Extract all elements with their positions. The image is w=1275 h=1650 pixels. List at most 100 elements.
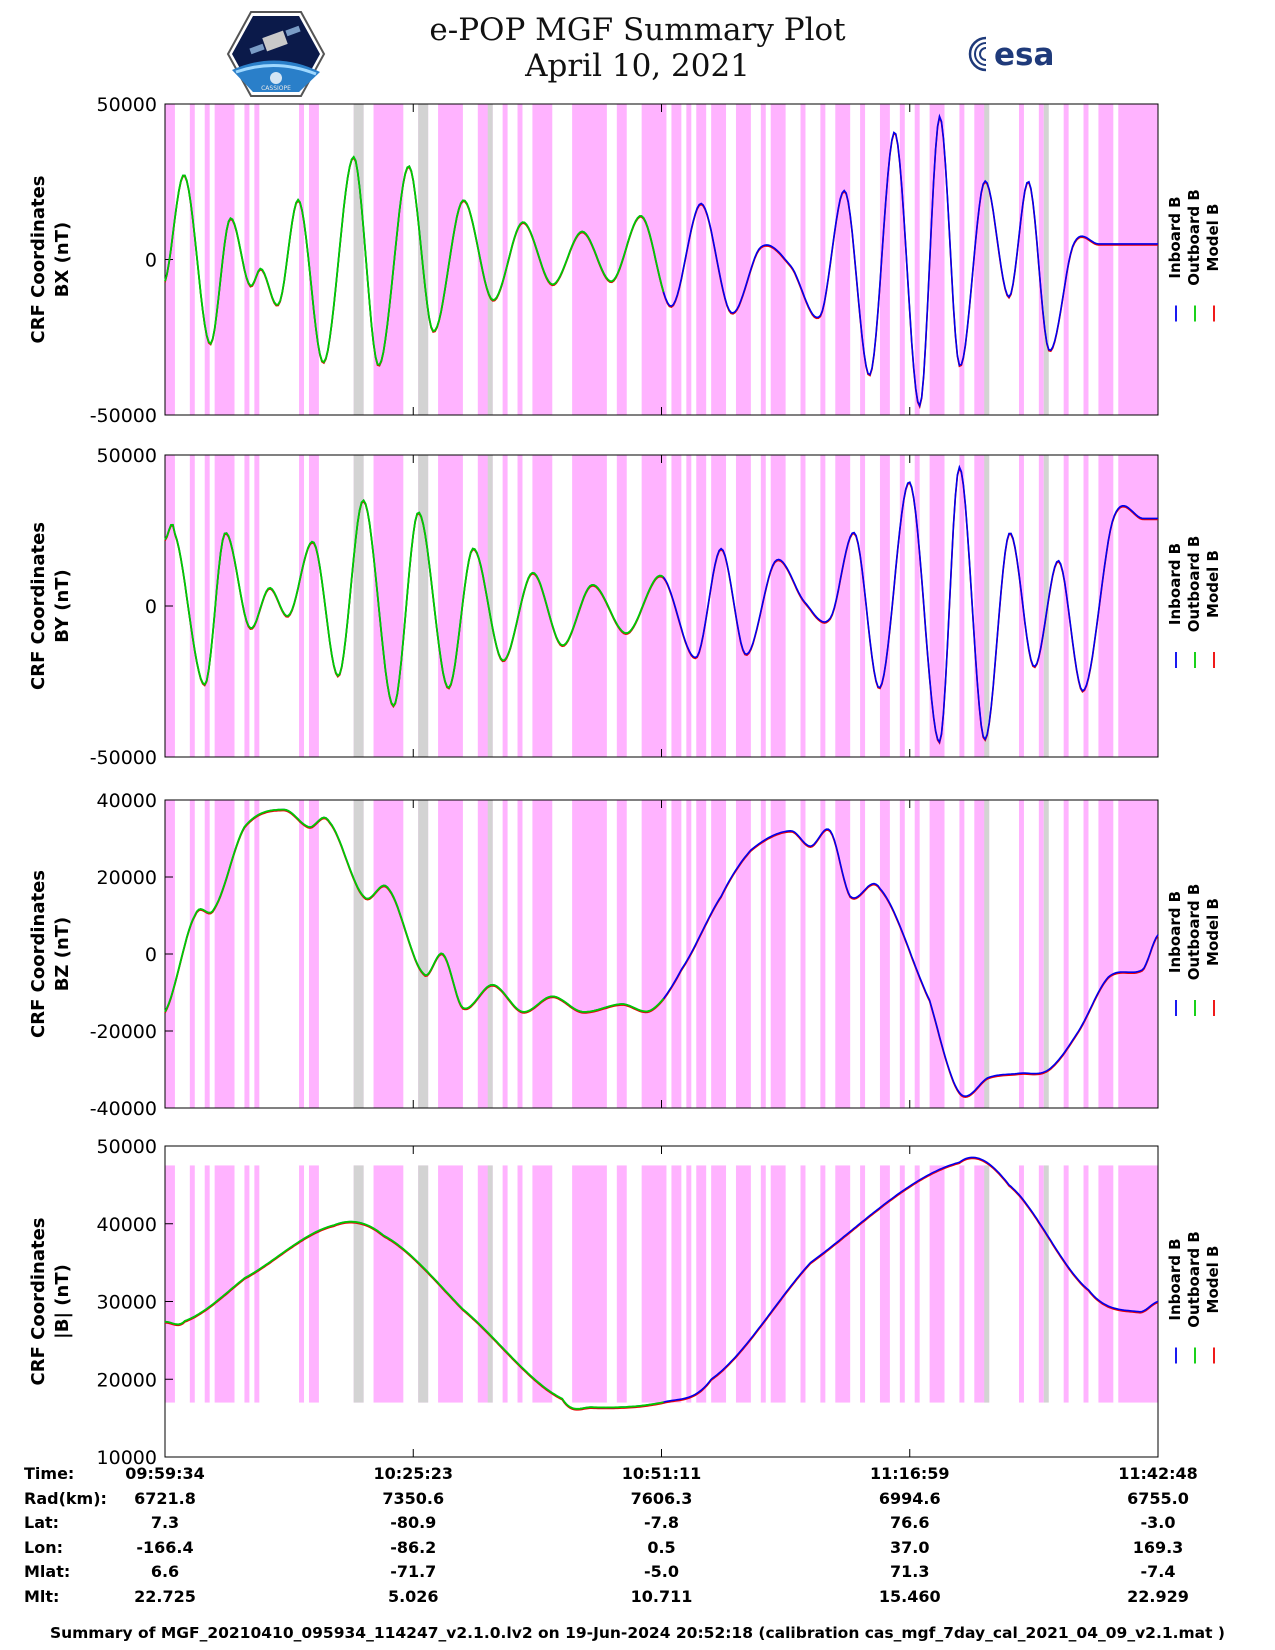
region-band	[735, 1165, 751, 1403]
region-band	[204, 455, 210, 757]
region-band-gray	[1043, 800, 1049, 1108]
footer-caption: Summary of MGF_20210410_095934_114247_v2…	[49, 1624, 1226, 1642]
region-band	[572, 800, 607, 1108]
region-band	[760, 455, 766, 757]
region-band	[1083, 800, 1089, 1108]
region-band-gray	[487, 455, 493, 757]
region-band	[671, 1165, 682, 1403]
title-line-1: e-POP MGF Summary Plot	[429, 12, 846, 48]
legend-label-outboard: Outboard B	[1185, 1231, 1203, 1328]
region-band-gray	[984, 1165, 990, 1403]
region-band	[1083, 104, 1089, 415]
region-band	[299, 800, 305, 1108]
region-band-gray	[353, 1165, 364, 1403]
region-band	[860, 800, 866, 1108]
region-band	[438, 1165, 463, 1403]
region-band	[671, 800, 682, 1108]
region-band	[214, 800, 235, 1108]
info-row-label: Rad(km):	[24, 1488, 107, 1508]
region-band	[899, 800, 905, 1108]
info-cell: 09:59:34	[125, 1464, 205, 1483]
legend-label-model: Model B	[1204, 204, 1222, 272]
region-band	[616, 455, 627, 757]
region-band	[214, 455, 235, 757]
region-band-gray	[984, 455, 990, 757]
region-band	[308, 455, 319, 757]
region-band	[671, 104, 682, 415]
region-band	[214, 104, 235, 415]
region-band	[711, 455, 727, 757]
region-band	[189, 1165, 195, 1403]
info-cell: 6755.0	[1127, 1488, 1189, 1508]
region-band	[899, 455, 905, 757]
y-tick-label: 30000	[97, 1292, 157, 1314]
y-tick-label: 40000	[97, 1214, 157, 1236]
info-cell: 22.929	[1127, 1586, 1189, 1606]
legend-label-outboard: Outboard B	[1185, 884, 1203, 981]
y-axis-label-line1: CRF Coordinates	[28, 1218, 49, 1386]
region-band	[800, 455, 806, 757]
region-band-gray	[353, 455, 364, 757]
y-axis-label: CRF Coordinates |B| (nT)	[28, 1218, 73, 1386]
region-band	[308, 104, 319, 415]
region-band-gray	[487, 1165, 493, 1403]
region-band	[800, 104, 806, 415]
region-band	[914, 104, 920, 415]
info-cell: 7350.6	[382, 1488, 445, 1508]
y-tick-label: 20000	[97, 867, 157, 889]
region-band	[532, 1165, 553, 1403]
y-axis-label-line2: BZ (nT)	[52, 917, 73, 992]
region-band	[929, 455, 945, 757]
region-band	[760, 1165, 766, 1403]
info-cell: 6.6	[150, 1562, 180, 1581]
region-band	[165, 1165, 175, 1403]
region-band	[254, 104, 260, 415]
y-tick-label: 10000	[97, 1447, 157, 1469]
info-row-label: Mlat:	[24, 1562, 71, 1581]
region-band-gray	[418, 455, 429, 757]
region-band	[820, 455, 826, 757]
region-band	[820, 1165, 826, 1403]
info-cell: -5.0	[644, 1562, 679, 1581]
region-band	[1098, 455, 1114, 757]
region-band-gray	[418, 1165, 429, 1403]
region-band	[517, 800, 523, 1108]
y-axis-label-line1: CRF Coordinates	[28, 870, 49, 1038]
info-cell: 5.026	[387, 1586, 439, 1606]
region-band	[929, 104, 945, 415]
y-tick-label: -50000	[90, 405, 157, 427]
info-cell: -7.4	[1140, 1562, 1176, 1581]
region-band	[214, 1165, 235, 1403]
region-band-gray	[353, 800, 364, 1108]
region-band	[1063, 1165, 1069, 1403]
region-band	[1063, 455, 1069, 757]
info-cell: 76.6	[890, 1513, 930, 1532]
region-band	[820, 800, 826, 1108]
region-band	[696, 800, 707, 1108]
y-tick-label: -20000	[90, 1021, 157, 1043]
info-row-label: Lon:	[24, 1537, 63, 1557]
legend-label-inboard: Inboard B	[1166, 196, 1184, 278]
region-band	[879, 104, 890, 415]
region-band	[914, 1165, 920, 1403]
region-band	[1118, 800, 1158, 1108]
region-band	[735, 104, 751, 415]
region-band	[532, 455, 553, 757]
cassiope-logo: CASSIOPE	[226, 11, 326, 97]
region-band	[189, 455, 195, 757]
region-band	[686, 1165, 692, 1403]
panel-bx: 50000 0 -50000 CRF Coordinates BX (nT) Inboar…	[28, 94, 1222, 427]
info-cell: -86.2	[390, 1537, 437, 1557]
region-band	[879, 800, 890, 1108]
region-band	[686, 800, 692, 1108]
region-band	[711, 1165, 727, 1403]
y-tick-label: 40000	[97, 790, 157, 812]
region-band	[204, 104, 210, 415]
outboard-b-line	[164, 1220, 664, 1410]
region-band	[770, 1165, 786, 1403]
legend-label-outboard: Outboard B	[1185, 189, 1203, 286]
region-band	[532, 800, 553, 1108]
region-band	[1083, 455, 1089, 757]
region-band	[502, 104, 508, 415]
